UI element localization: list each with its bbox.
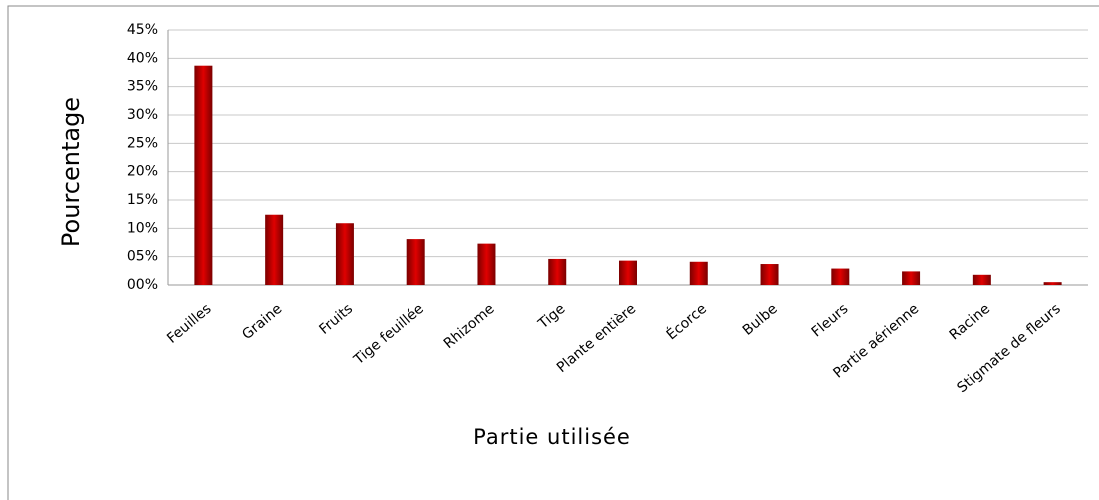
bar xyxy=(619,260,637,285)
bar xyxy=(194,65,213,285)
x-tick-label: Racine xyxy=(947,301,993,344)
bar xyxy=(831,268,850,285)
bar xyxy=(548,258,567,285)
x-tick-label: Rhizome xyxy=(441,301,498,352)
bar xyxy=(265,214,284,285)
y-tick-label: 10% xyxy=(127,220,158,236)
bar xyxy=(972,274,991,285)
bar xyxy=(902,271,921,285)
x-tick-label: Tige xyxy=(535,301,569,333)
y-tick-label: 35% xyxy=(127,79,158,95)
y-tick-label: 45% xyxy=(127,22,158,38)
y-tick-label: 30% xyxy=(127,107,158,123)
x-tick-label: Fruits xyxy=(316,301,356,338)
y-tick-label: 05% xyxy=(127,249,158,265)
bar xyxy=(477,243,496,285)
bar xyxy=(760,264,779,285)
y-tick-label: 15% xyxy=(127,192,158,208)
frame xyxy=(7,5,1099,500)
x-tick-label: Feuilles xyxy=(164,301,214,347)
x-tick-label: Écorce xyxy=(663,300,710,343)
bar xyxy=(1043,282,1062,285)
x-tick-label: Graine xyxy=(239,301,285,343)
x-tick-label: Tige feuillée xyxy=(350,301,426,369)
y-axis-title: Pourcentage xyxy=(57,97,85,247)
bar xyxy=(406,239,425,285)
bar xyxy=(335,223,354,285)
y-tick-label: 20% xyxy=(127,164,158,180)
y-tick-label: 25% xyxy=(127,135,158,151)
bar xyxy=(689,261,708,285)
x-axis-title: Partie utilisée xyxy=(473,425,631,449)
x-tick-label: Bulbe xyxy=(740,301,781,339)
y-tick-label: 00% xyxy=(127,277,158,293)
y-tick-label: 40% xyxy=(127,50,158,66)
x-tick-label: Fleurs xyxy=(809,301,852,341)
